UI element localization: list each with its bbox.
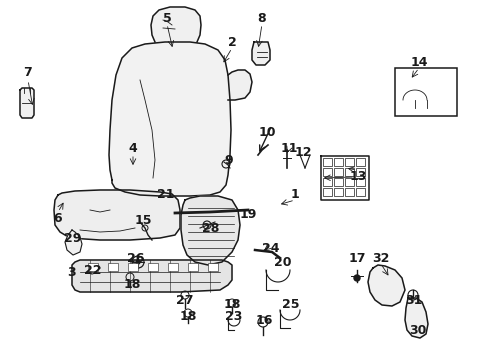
Polygon shape xyxy=(251,42,269,65)
Circle shape xyxy=(353,275,359,281)
Bar xyxy=(333,168,342,176)
Bar xyxy=(168,263,178,271)
Text: 7: 7 xyxy=(23,66,32,78)
Text: 15: 15 xyxy=(134,213,151,226)
Text: 24: 24 xyxy=(262,242,279,255)
Text: 19: 19 xyxy=(239,208,256,221)
Bar xyxy=(355,188,364,196)
Polygon shape xyxy=(151,7,201,42)
Bar xyxy=(128,263,138,271)
Text: 31: 31 xyxy=(405,293,422,306)
Text: 1: 1 xyxy=(290,189,299,202)
Polygon shape xyxy=(227,70,251,100)
Text: 6: 6 xyxy=(54,211,62,225)
Bar xyxy=(323,178,331,186)
Polygon shape xyxy=(72,260,231,292)
Bar xyxy=(323,188,331,196)
Bar xyxy=(345,178,353,186)
Bar xyxy=(345,168,353,176)
Text: 23: 23 xyxy=(225,310,242,323)
Text: 28: 28 xyxy=(202,221,219,234)
Text: 27: 27 xyxy=(176,293,193,306)
Text: 10: 10 xyxy=(258,126,275,139)
Polygon shape xyxy=(367,265,404,306)
Text: 5: 5 xyxy=(163,12,171,24)
Bar xyxy=(333,178,342,186)
Text: 14: 14 xyxy=(409,55,427,68)
Text: 9: 9 xyxy=(224,153,233,166)
Text: 12: 12 xyxy=(294,147,311,159)
Bar xyxy=(345,188,353,196)
Text: 21: 21 xyxy=(157,189,174,202)
Text: 26: 26 xyxy=(127,252,144,265)
Bar xyxy=(108,263,118,271)
Bar xyxy=(187,263,198,271)
Bar xyxy=(323,158,331,166)
Polygon shape xyxy=(109,42,230,196)
Text: 18: 18 xyxy=(223,298,240,311)
Text: 32: 32 xyxy=(371,252,389,265)
Text: 4: 4 xyxy=(128,141,137,154)
Polygon shape xyxy=(65,230,82,255)
Bar xyxy=(355,178,364,186)
Bar xyxy=(333,158,342,166)
Bar xyxy=(88,263,98,271)
Polygon shape xyxy=(404,298,427,338)
Text: 25: 25 xyxy=(282,298,299,311)
Bar xyxy=(323,168,331,176)
Circle shape xyxy=(136,260,140,264)
Polygon shape xyxy=(20,88,34,118)
Text: 13: 13 xyxy=(348,171,366,184)
Bar xyxy=(355,168,364,176)
Bar xyxy=(355,158,364,166)
Bar xyxy=(333,188,342,196)
Text: 18: 18 xyxy=(123,279,141,292)
Bar xyxy=(345,158,353,166)
Text: 29: 29 xyxy=(64,231,81,244)
Text: 17: 17 xyxy=(347,252,365,265)
Text: 2: 2 xyxy=(227,36,236,49)
Text: 3: 3 xyxy=(66,266,75,279)
Text: 18: 18 xyxy=(179,310,196,323)
Polygon shape xyxy=(181,196,240,265)
Bar xyxy=(207,263,218,271)
Polygon shape xyxy=(54,190,180,240)
Text: 8: 8 xyxy=(257,12,266,24)
Text: 22: 22 xyxy=(84,264,102,276)
Text: 11: 11 xyxy=(280,141,297,154)
Bar xyxy=(394,68,456,116)
Bar xyxy=(148,263,158,271)
Text: 16: 16 xyxy=(255,314,272,327)
Text: 30: 30 xyxy=(408,324,426,337)
Text: 20: 20 xyxy=(274,256,291,269)
